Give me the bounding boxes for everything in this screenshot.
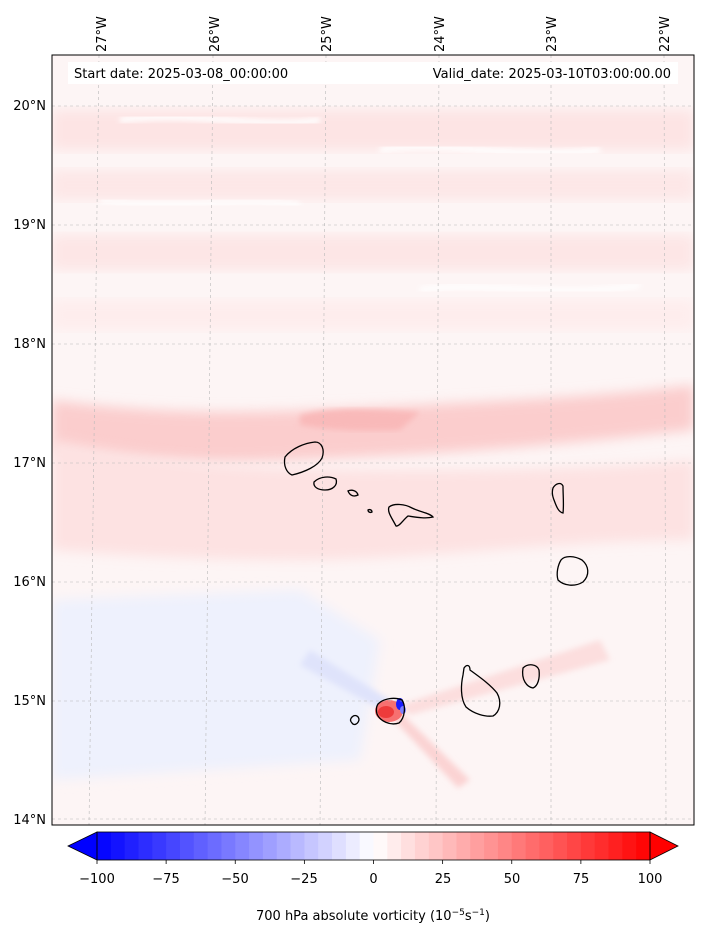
colorbar-cell [456,832,471,860]
colorbar-cell [387,832,402,860]
lat-label-15n: 15°N [13,694,46,709]
island-sao-nicolau [387,503,435,527]
lon-label-22w: 22°W [658,16,673,52]
lat-label-20n: 20°N [13,99,46,114]
longitude-labels: 27°W 26°W 25°W 24°W 23°W 22°W [95,16,673,52]
colorbar-cell [539,832,554,860]
colorbar-cell [249,832,264,860]
colorbar-cell [414,832,430,860]
colorbar-cell [484,832,499,860]
island-santo-antao [283,441,324,476]
colorbar-cell [318,832,333,860]
island-fogo [375,697,406,725]
lat-label-19n: 19°N [13,218,46,233]
lon-label-23w: 23°W [545,16,560,52]
header-box [68,62,678,84]
colorbar-cell [497,832,513,860]
colorbar-cell [152,832,167,860]
colorbar-cell [442,832,457,860]
island-raso [367,508,373,514]
lat-label-16n: 16°N [13,575,46,590]
cb-tick-label: −100 [79,872,115,887]
colorbar-cell [428,832,444,860]
colorbar-cell [636,832,651,860]
colorbar: −100 −75 −50 −25 0 25 50 75 100 700 hPa … [67,831,679,924]
island-sal [551,482,565,514]
lon-label-25w: 25°W [320,16,335,52]
colorbar-cell [373,832,388,860]
lat-label-14n: 14°N [13,813,46,828]
colorbar-cell [332,832,347,860]
lat-label-18n: 18°N [13,337,46,352]
vorticity-field [52,55,694,825]
island-sao-vicente [313,476,338,491]
gridlines [52,54,694,826]
cb-tick-label: 100 [638,872,663,887]
island-santiago [460,664,501,717]
colorbar-cell [235,832,250,860]
start-date-label: Start date: 2025-03-08_00:00:00 [74,67,288,82]
latitude-labels: 20°N 19°N 18°N 17°N 16°N 15°N 14°N [13,99,46,828]
island-boa-vista [556,555,589,586]
colorbar-cell [179,832,195,860]
colorbar-cell [345,832,361,860]
colorbar-cell [401,832,416,860]
colorbar-max-extend [649,831,679,861]
colorbar-cell [553,832,568,860]
colorbar-ticks [96,860,651,864]
colorbar-cell [276,832,292,860]
colorbar-cell [580,832,596,860]
colorbar-cell [221,832,236,860]
cb-tick-label: 50 [504,872,521,887]
valid-date-label: Valid_date: 2025-03-10T03:00:00.00 [433,67,671,82]
colorbar-cell [608,832,623,860]
island-maio [521,664,540,689]
colorbar-cell [622,832,637,860]
colorbar-cell [262,832,278,860]
cb-tick-label: 0 [369,872,377,887]
coastlines [283,441,589,726]
map-frame [51,54,695,826]
colorbar-cell [567,832,582,860]
cb-tick-label: −50 [221,872,248,887]
cb-tick-label: −25 [290,872,317,887]
island-brava [349,714,360,726]
colorbar-cell [511,832,527,860]
colorbar-cell [97,832,112,860]
colorbar-cell [594,832,610,860]
colorbar-cell [470,832,485,860]
lon-label-27w: 27°W [95,16,110,52]
colorbar-label: 700 hPa absolute vorticity (10−5s−1) [256,908,490,924]
cb-tick-label: 75 [573,872,590,887]
colorbar-cell [193,832,209,860]
colorbar-cell [525,832,540,860]
colorbar-cell [166,832,181,860]
colorbar-cell [304,832,319,860]
colorbar-cell [110,832,126,860]
colorbar-tick-labels: −100 −75 −50 −25 0 25 50 75 100 [79,872,662,887]
colorbar-cell [290,832,305,860]
colorbar-cell [138,832,153,860]
cb-tick-label: −75 [152,872,179,887]
colorbar-cell [359,832,374,860]
colorbar-cell [207,832,222,860]
cb-tick-label: 25 [435,872,452,887]
lat-label-17n: 17°N [13,456,46,471]
lon-label-26w: 26°W [208,16,223,52]
colorbar-cell [124,832,139,860]
lon-label-24w: 24°W [433,16,448,52]
colorbar-cells [97,832,651,860]
colorbar-min-extend [67,831,98,861]
island-santa-luzia [347,489,359,497]
